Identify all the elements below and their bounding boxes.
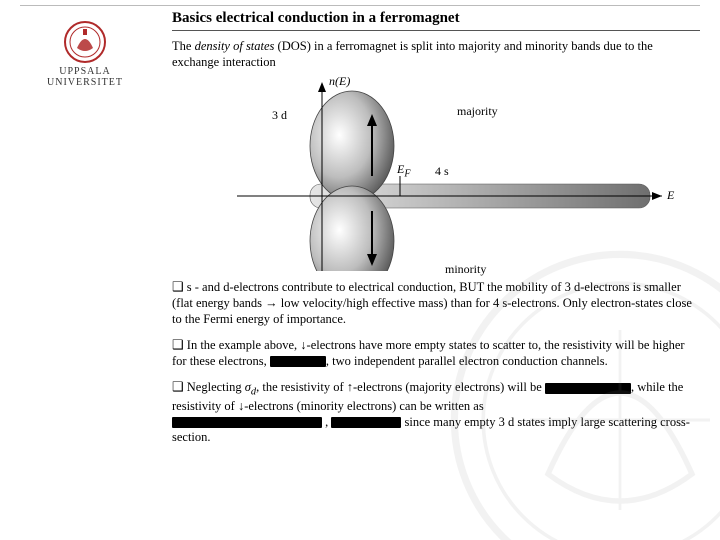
sigma-d: σd	[245, 380, 256, 394]
intro-block: The density of states (DOS) in a ferroma…	[0, 31, 720, 271]
majority-lobe	[310, 91, 394, 201]
bullet-2-text2: , two independent parallel electron cond…	[326, 354, 608, 368]
redaction-b2a	[270, 356, 326, 367]
nE-axis-arrowhead-icon	[318, 82, 326, 92]
slide-header: Basics electrical conduction in a ferrom…	[0, 0, 720, 31]
redaction-b3c	[331, 417, 401, 428]
intro-para: The density of states (DOS) in a ferroma…	[172, 39, 692, 70]
bullet-1-marker-icon: ❑	[172, 279, 184, 295]
nE-text: n(E)	[329, 74, 350, 88]
slide-title: Basics electrical conduction in a ferrom…	[172, 10, 700, 27]
dos-term: density of states	[195, 39, 275, 53]
bullet-1: ❑ s - and d-electrons contribute to elec…	[172, 279, 692, 327]
minority-label: minority	[445, 262, 486, 277]
bullet-3: ❑ Neglecting σd, the resistivity of ↑-el…	[172, 379, 692, 445]
bullet-2: ❑ In the example above, ↓-electrons have…	[172, 337, 692, 369]
majority-label: majority	[457, 104, 498, 119]
e-axis-arrowhead-icon	[652, 192, 662, 200]
redaction-b3b	[172, 417, 322, 428]
ef-sub: F	[404, 169, 410, 180]
bullet-3-text2: , the resistivity of ↑-electrons (majori…	[256, 380, 545, 394]
dos-svg	[182, 76, 682, 271]
three-d-label: 3 d	[272, 108, 287, 123]
four-s-label: 4 s	[435, 164, 449, 179]
intro-pre: The	[172, 39, 195, 53]
e-axis-label: E	[667, 188, 674, 203]
redaction-b3a	[545, 383, 631, 394]
bullet-3-text4: ,	[322, 415, 331, 429]
bullet-3-marker-icon: ❑	[172, 379, 184, 395]
bullet-2-marker-icon: ❑	[172, 337, 184, 353]
nE-label: n(E)	[329, 74, 350, 89]
dos-diagram: n(E) 3 d majority minority EF 4 s E	[182, 76, 682, 271]
bullet-block: ❑ s - and d-electrons contribute to elec…	[0, 279, 720, 446]
bullet-3-text1: Neglecting	[184, 380, 245, 394]
ef-label: EF	[397, 162, 410, 181]
bullet-1-text: s - and d-electrons contribute to electr…	[172, 280, 692, 325]
